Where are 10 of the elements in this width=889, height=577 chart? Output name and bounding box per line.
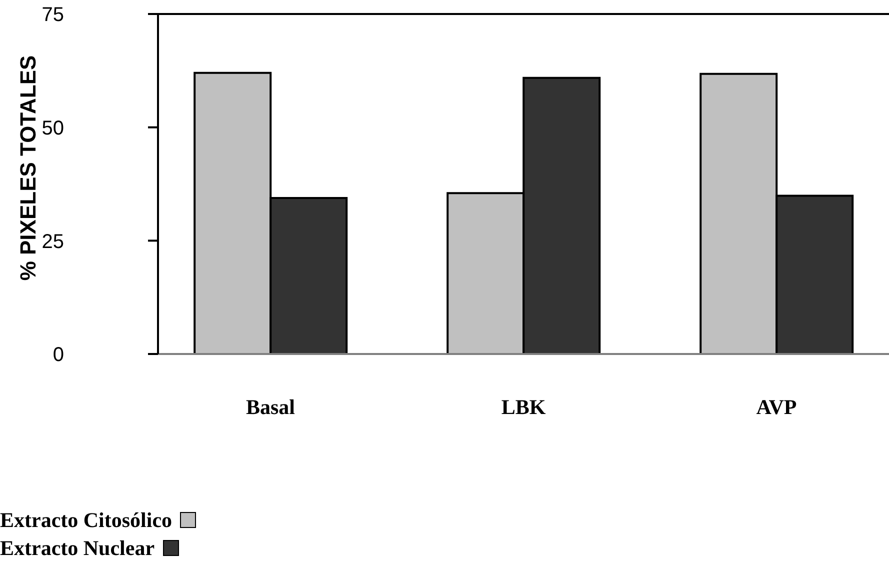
legend-label: Extracto Citosólico	[0, 507, 172, 534]
legend-label: Extracto Nuclear	[0, 535, 155, 562]
y-tick-label: 25	[42, 230, 64, 253]
x-tick-label: AVP	[756, 395, 797, 419]
y-tick-label: 0	[52, 344, 64, 366]
x-tick-label: LBK	[501, 395, 546, 419]
y-tick-label: 75	[42, 4, 64, 26]
x-tick-label: Basal	[246, 395, 296, 419]
y-tick-label: 50	[42, 117, 64, 140]
y-axis-title: % PIXELES TOTALES	[16, 55, 40, 281]
